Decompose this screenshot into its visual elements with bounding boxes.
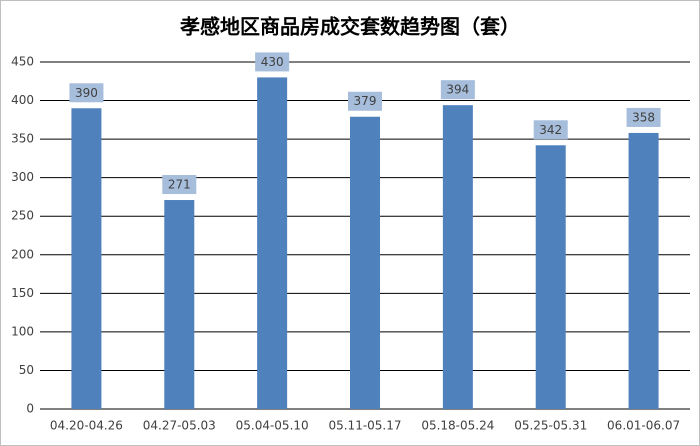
data-label: 394 <box>446 83 469 97</box>
y-tick-label: 450 <box>11 55 34 69</box>
y-tick-label: 300 <box>11 170 34 184</box>
x-tick-label: 05.18-05.24 <box>421 419 494 433</box>
data-label: 379 <box>354 94 377 108</box>
data-label-box <box>69 83 104 103</box>
y-tick-label: 0 <box>26 402 34 416</box>
bar <box>350 116 380 409</box>
data-label: 430 <box>261 55 284 69</box>
x-tick-label: 05.11-05.17 <box>328 419 401 433</box>
data-label-box <box>162 175 197 195</box>
data-label-box <box>255 52 290 72</box>
data-label: 358 <box>632 110 655 124</box>
bar <box>535 145 566 409</box>
data-label: 390 <box>75 86 98 100</box>
data-label-box <box>533 120 568 140</box>
y-tick-label: 200 <box>11 247 34 261</box>
y-tick-label: 250 <box>11 209 34 223</box>
x-tick-label: 04.20-04.26 <box>50 419 123 433</box>
data-label-box <box>626 107 661 127</box>
bar <box>71 108 102 410</box>
chart-title: 孝感地区商品房成交套数趋势图（套） <box>179 15 520 39</box>
y-tick-label: 50 <box>19 363 34 377</box>
bar <box>628 132 659 410</box>
data-label: 271 <box>168 178 191 192</box>
y-tick-label: 350 <box>11 132 34 146</box>
y-tick-label: 150 <box>11 286 34 300</box>
bar <box>442 105 473 409</box>
x-tick-label: 05.25-05.31 <box>514 419 587 433</box>
data-label-box <box>440 80 475 100</box>
x-tick-label: 06.01-06.07 <box>607 419 680 433</box>
data-label-box <box>348 91 382 111</box>
x-tick-label: 04.27-05.03 <box>143 419 216 433</box>
x-tick-label: 05.04-05.10 <box>236 419 309 433</box>
data-label: 342 <box>539 123 562 137</box>
y-tick-label: 400 <box>11 93 34 107</box>
y-tick-label: 100 <box>11 324 34 338</box>
bar <box>257 77 288 409</box>
bar <box>164 200 195 409</box>
